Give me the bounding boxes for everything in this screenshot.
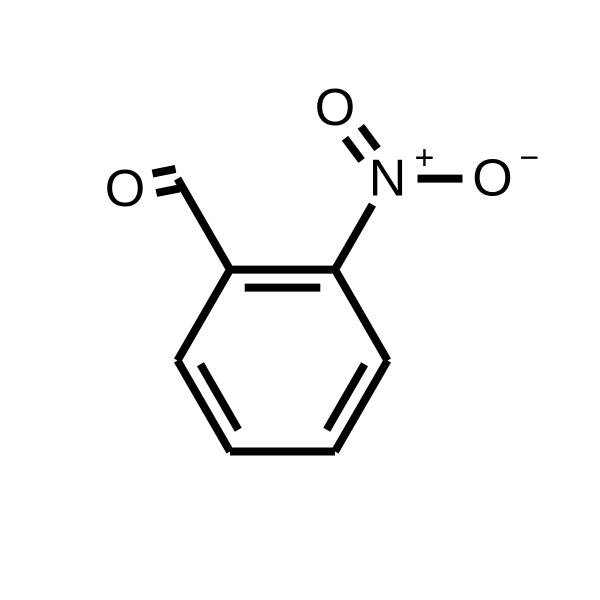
svg-text:O: O: [315, 79, 355, 137]
molecule-diagram: ON+OO−: [0, 0, 600, 600]
svg-text:N: N: [369, 150, 407, 208]
svg-text:+: +: [415, 139, 435, 177]
atom-O11: O−: [472, 139, 539, 208]
svg-text:O: O: [472, 150, 512, 208]
atom-N9: N+: [369, 139, 435, 208]
svg-text:O: O: [105, 160, 145, 218]
atom-O8: O: [105, 160, 145, 218]
svg-text:−: −: [520, 139, 540, 177]
atom-O10: O: [315, 79, 355, 137]
